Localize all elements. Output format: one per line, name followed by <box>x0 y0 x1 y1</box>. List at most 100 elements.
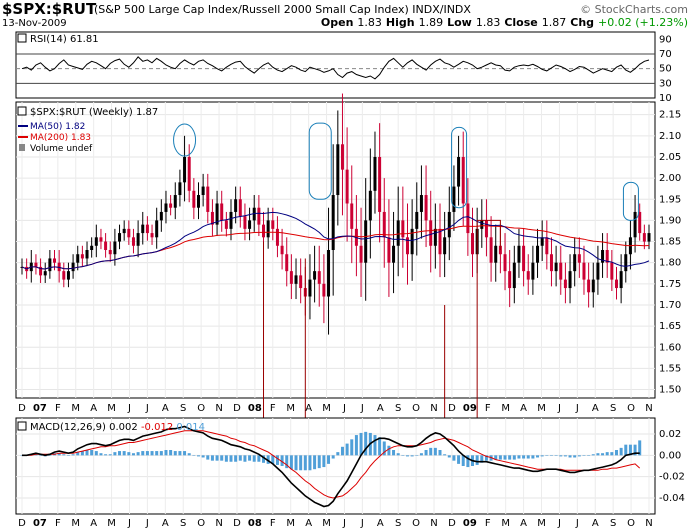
price-candle <box>461 156 465 204</box>
macd-x-label: S <box>180 518 186 529</box>
price-tick-label: 1.85 <box>659 237 681 248</box>
open-value: 1.83 <box>357 16 382 29</box>
volume-legend: Volume undef <box>30 144 93 154</box>
price-x-label: F <box>55 403 61 414</box>
macd-histogram-bar <box>266 455 270 464</box>
price-candle <box>183 156 187 183</box>
price-x-label: D <box>233 403 241 414</box>
price-candle <box>614 279 618 289</box>
macd-histogram-bar <box>563 455 567 457</box>
macd-histogram-bar <box>313 455 317 470</box>
price-x-label: S <box>395 403 401 414</box>
price-candle <box>642 233 646 242</box>
price-tick-label: 2.10 <box>659 131 681 142</box>
price-candle <box>345 169 349 204</box>
macd-histogram-bar <box>410 455 414 457</box>
price-tick-label: 1.50 <box>659 385 681 396</box>
macd-histogram-bar <box>633 444 637 456</box>
price-candle <box>313 271 317 280</box>
macd-histogram-bar <box>280 455 284 466</box>
macd-histogram-bar <box>345 443 349 456</box>
macd-histogram-bar <box>94 451 98 456</box>
price-candle <box>159 211 163 221</box>
price-tick-label: 1.70 <box>659 300 681 311</box>
macd-histogram-bar <box>178 451 182 456</box>
macd-histogram-bar <box>601 453 605 456</box>
price-candle <box>118 233 122 242</box>
macd-x-label: 09 <box>463 518 477 529</box>
macd-histogram-bar <box>396 453 400 456</box>
price-x-label: M <box>322 403 331 414</box>
price-candle <box>517 245 521 263</box>
macd-x-label: J <box>145 518 149 529</box>
price-x-label: O <box>197 403 205 414</box>
rsi-tick-label: 70 <box>659 49 672 60</box>
macd-histogram-bar <box>424 450 428 456</box>
macd-histogram-bar <box>196 455 200 457</box>
price-x-label: S <box>610 403 616 414</box>
macd-histogram-bar <box>577 455 581 457</box>
price-candle <box>262 224 266 238</box>
macd-histogram-bar <box>605 452 609 456</box>
price-x-label: J <box>360 403 364 414</box>
price-x-label: M <box>286 403 295 414</box>
macd-histogram-bar <box>39 455 43 456</box>
price-x-label: J <box>145 403 149 414</box>
macd-x-label: O <box>197 518 205 529</box>
macd-x-label: M <box>501 518 510 529</box>
ma200-legend: MA(200) 1.83 <box>30 133 91 143</box>
open-label: Open <box>320 16 354 29</box>
price-candle <box>285 254 289 272</box>
macd-histogram-bar <box>554 455 558 456</box>
price-candle <box>317 271 321 284</box>
price-candle <box>294 275 298 284</box>
macd-tick-label: -0.04 <box>659 493 685 504</box>
price-candle <box>508 271 512 289</box>
macd-histogram-bar <box>480 455 484 463</box>
price-candle <box>210 211 214 225</box>
price-candle <box>480 220 484 229</box>
macd-histogram-bar <box>136 452 140 456</box>
macd-histogram-bar <box>540 455 544 457</box>
macd-histogram-bar <box>568 455 572 458</box>
macd-histogram-bar <box>118 451 122 456</box>
macd-histogram-bar <box>610 452 614 456</box>
macd-histogram-bar <box>401 455 405 456</box>
price-candle <box>178 182 182 196</box>
macd-histogram-bar <box>503 455 507 460</box>
price-candle <box>392 245 396 263</box>
price-candle <box>619 271 623 289</box>
macd-histogram-bar <box>433 447 437 456</box>
price-candle <box>192 190 196 208</box>
price-x-label: 08 <box>248 403 262 414</box>
price-candle <box>522 245 526 272</box>
price-candle <box>545 237 549 255</box>
macd-histogram-bar <box>192 455 196 456</box>
macd-histogram-bar <box>122 451 126 456</box>
price-candle <box>405 237 409 255</box>
macd-histogram-bar <box>104 454 108 456</box>
macd-histogram-bar <box>549 455 553 456</box>
macd-histogram-bar <box>113 452 117 456</box>
price-candle <box>229 211 233 229</box>
macd-histogram-bar <box>461 455 465 466</box>
price-candle <box>536 245 540 263</box>
macd-histogram-bar <box>322 455 326 468</box>
price-candle <box>610 262 614 280</box>
price-candle <box>563 279 567 289</box>
macd-histogram-bar <box>294 455 298 471</box>
macd-histogram-bar <box>582 455 586 456</box>
price-candle <box>378 156 382 212</box>
price-x-label: M <box>107 403 116 414</box>
price-candle <box>419 195 423 212</box>
price-x-label: A <box>90 403 97 414</box>
close-label: Close <box>504 16 538 29</box>
price-candle <box>136 233 140 246</box>
price-x-label: N <box>215 403 222 414</box>
price-candle <box>549 254 553 272</box>
macd-histogram-bar <box>614 450 618 456</box>
macd-x-label: J <box>557 518 561 529</box>
macd-x-label: M <box>107 518 116 529</box>
annotation-oval <box>622 181 639 221</box>
price-candle <box>605 250 609 263</box>
